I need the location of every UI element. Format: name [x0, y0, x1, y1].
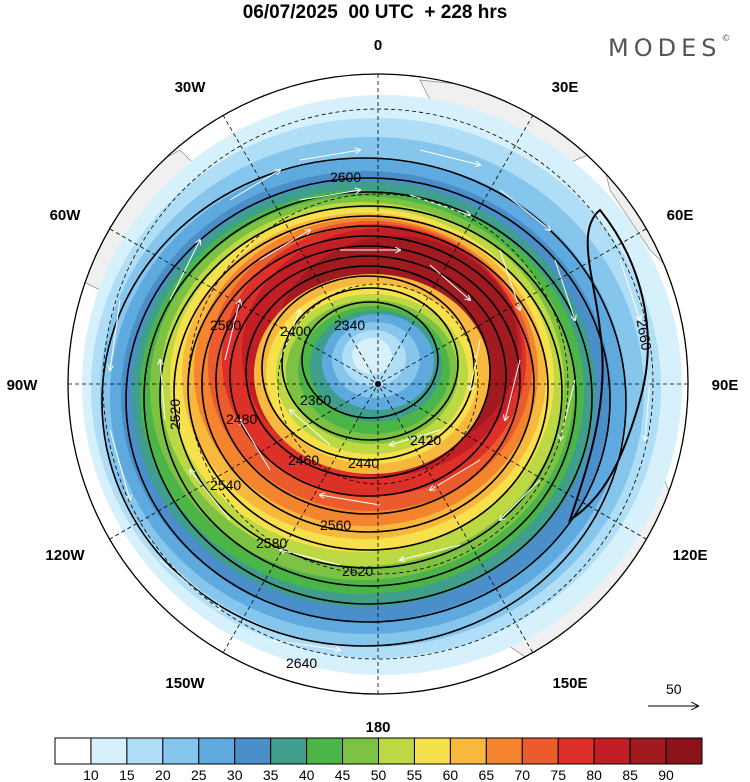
contour-label-group: 2340 2400 2360 2420 2440 2460 2480 2500 …	[167, 169, 655, 671]
contour-label: 2400	[280, 323, 311, 339]
colorbar-tick-label: 60	[443, 767, 459, 782]
contour-label: 2600	[330, 169, 361, 185]
colorbar-tick-label: 80	[586, 767, 602, 782]
lon-label-30e: 30E	[552, 79, 579, 96]
colorbar-cell	[557, 737, 595, 765]
contour-label: 2660	[634, 318, 655, 352]
colorbar-tick-label: 85	[622, 767, 638, 782]
lon-label-150e: 150E	[552, 675, 587, 692]
colorbar-tick-label: 15	[119, 767, 135, 782]
contour-label: 2580	[256, 535, 287, 551]
colorbar-labels: 10 15 20 25 30 35 40 45 50 55 60 65 70 75 80 85 90	[83, 767, 674, 782]
lon-label-150w: 150W	[165, 675, 205, 692]
colorbar-tick-label: 10	[83, 767, 99, 782]
colorbar-tick-label: 30	[227, 767, 243, 782]
lon-label-30w: 30W	[175, 79, 207, 96]
modes-logo: MODES©	[608, 34, 730, 62]
colorbar-tick-label: 40	[299, 767, 315, 782]
colorbar-tick-label: 35	[263, 767, 279, 782]
wind-vectors	[110, 150, 651, 650]
lon-label-90w: 90W	[7, 377, 39, 394]
lon-label-0: 0	[374, 37, 382, 54]
lon-label-120e: 120E	[672, 547, 707, 564]
colorbar-cell	[521, 737, 559, 765]
map-title: 06/07/2025 00 UTC + 228 hrs	[242, 2, 508, 23]
colorbar-cell	[306, 737, 344, 765]
colorbar-tick-label: 20	[155, 767, 171, 782]
colorbar-tick-label: 65	[479, 767, 495, 782]
contour-label: 2480	[226, 411, 257, 427]
colorbar-cells	[54, 737, 703, 765]
lon-label-60w: 60W	[50, 207, 82, 224]
reference-vector-value: 50	[666, 681, 682, 697]
map-disc	[68, 74, 688, 694]
colorbar-cell	[54, 737, 92, 765]
colorbar-cell	[449, 737, 487, 765]
colorbar-tick-label: 70	[514, 767, 530, 782]
colorbar-cell	[342, 737, 379, 765]
height-contours	[101, 157, 649, 647]
contour-label: 2540	[210, 477, 241, 493]
colorbar-cell	[126, 737, 164, 765]
contour-label: 2420	[410, 432, 441, 448]
contour-label: 2640	[286, 655, 317, 671]
contour-label: 2440	[348, 455, 379, 471]
wind-speed-shading	[82, 95, 682, 675]
colorbar-cell	[162, 737, 200, 765]
contour-label: 2360	[300, 392, 331, 408]
contour-label: 2560	[320, 517, 351, 533]
lon-label-180: 180	[365, 719, 390, 736]
logo-text: MODES	[608, 34, 722, 62]
map-border	[67, 73, 689, 695]
colorbar-tick-label: 55	[407, 767, 423, 782]
colorbar-cell	[629, 737, 667, 765]
colorbar-tick-label: 50	[371, 767, 387, 782]
colorbar-cell	[413, 737, 451, 765]
contour-label: 2500	[210, 317, 241, 333]
colorbar-cell	[593, 737, 631, 765]
contour-label: 2520	[167, 399, 183, 430]
colorbar-cell	[234, 737, 272, 765]
logo-mark: ©	[721, 34, 731, 44]
contour-label: 2620	[342, 563, 373, 579]
colorbar-tick-label: 45	[335, 767, 351, 782]
colorbar-cell	[485, 737, 523, 765]
contour-label: 2460	[288, 452, 319, 468]
colorbar-cell	[665, 737, 703, 765]
lon-label-120w: 120W	[45, 547, 85, 564]
contour-label: 2340	[334, 317, 365, 333]
colorbar-cell	[198, 737, 236, 765]
colorbar-cell	[270, 737, 308, 765]
colorbar-cell	[90, 737, 128, 765]
colorbar-tick-label: 90	[658, 767, 674, 782]
colorbar-tick-label: 75	[550, 767, 566, 782]
reference-vector: 50	[648, 681, 698, 706]
lon-label-90e: 90E	[712, 377, 739, 394]
colorbar-cell	[378, 737, 415, 765]
longitude-labels: 0 30E 60E 90E 120E 150E 180 150W 120W 90…	[7, 37, 739, 736]
colorbar-tick-label: 25	[191, 767, 207, 782]
lon-label-60e: 60E	[667, 207, 694, 224]
